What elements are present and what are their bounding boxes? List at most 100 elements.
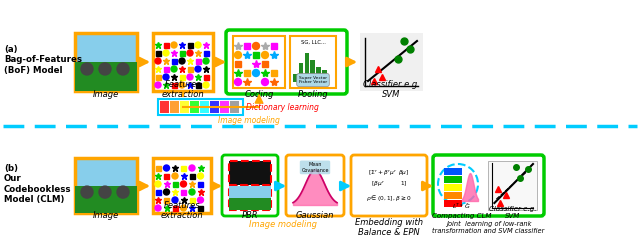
Bar xyxy=(160,101,169,113)
Circle shape xyxy=(198,173,204,179)
Text: Classifier e.g.
SVM: Classifier e.g. SVM xyxy=(363,80,420,99)
Bar xyxy=(230,101,239,113)
Bar xyxy=(75,158,137,213)
Bar xyxy=(172,59,177,63)
Text: PBR: PBR xyxy=(242,211,259,220)
Circle shape xyxy=(187,74,193,80)
Bar xyxy=(293,73,298,82)
Text: Super Vector
Fisher Vector: Super Vector Fisher Vector xyxy=(299,76,327,84)
Text: Image modeling: Image modeling xyxy=(218,116,280,125)
Circle shape xyxy=(163,165,170,171)
Text: Image modeling: Image modeling xyxy=(249,220,317,229)
Bar xyxy=(188,42,193,48)
Bar xyxy=(181,165,186,171)
Text: Pooling: Pooling xyxy=(298,90,328,99)
Bar xyxy=(173,206,177,211)
Circle shape xyxy=(172,197,178,203)
Bar xyxy=(229,186,271,210)
Circle shape xyxy=(99,63,111,75)
Bar xyxy=(173,182,177,186)
Circle shape xyxy=(234,79,241,86)
Bar xyxy=(229,161,271,185)
Text: Classifier e.g.
SVM: Classifier e.g. SVM xyxy=(489,206,536,219)
Circle shape xyxy=(262,79,269,86)
Bar xyxy=(189,174,195,179)
Circle shape xyxy=(117,186,129,198)
Text: Image: Image xyxy=(93,211,119,220)
Bar xyxy=(271,43,277,49)
Bar xyxy=(172,83,177,88)
Circle shape xyxy=(271,61,278,67)
Bar xyxy=(220,101,229,113)
Bar xyxy=(195,59,200,63)
Bar xyxy=(198,182,203,186)
Bar xyxy=(310,60,315,82)
Text: (a)
Bag-of-Features
(BoF) Model: (a) Bag-of-Features (BoF) Model xyxy=(4,45,82,75)
Bar xyxy=(233,36,285,88)
Bar xyxy=(164,174,169,179)
Bar xyxy=(188,66,193,71)
Bar xyxy=(444,176,462,183)
Circle shape xyxy=(195,42,201,48)
Bar xyxy=(170,101,179,113)
Circle shape xyxy=(243,61,250,67)
Bar xyxy=(204,51,209,56)
Text: Mean
Covariance: Mean Covariance xyxy=(301,162,329,173)
Text: Coding: Coding xyxy=(244,90,274,99)
Bar xyxy=(189,197,195,203)
Circle shape xyxy=(253,69,259,76)
Bar xyxy=(262,61,268,67)
Circle shape xyxy=(172,173,178,179)
Circle shape xyxy=(203,58,209,64)
Bar xyxy=(271,70,277,76)
Circle shape xyxy=(163,50,169,56)
Bar xyxy=(180,101,189,113)
Text: $\rho \in (0,1], \beta \geq 0$: $\rho \in (0,1], \beta \geq 0$ xyxy=(366,193,412,203)
Bar xyxy=(181,189,186,194)
Bar xyxy=(444,200,462,207)
Bar xyxy=(158,99,243,115)
Bar xyxy=(156,74,161,80)
Circle shape xyxy=(163,189,170,195)
Circle shape xyxy=(253,42,259,50)
Bar xyxy=(153,33,213,91)
Bar xyxy=(75,33,137,91)
Circle shape xyxy=(180,181,186,187)
Bar xyxy=(322,70,326,82)
Circle shape xyxy=(198,197,204,203)
Text: $L^T * \hat{G}$: $L^T * \hat{G}$ xyxy=(452,201,470,211)
Bar xyxy=(75,186,137,213)
Circle shape xyxy=(163,74,169,80)
Text: Image: Image xyxy=(93,90,119,99)
Circle shape xyxy=(171,42,177,48)
FancyBboxPatch shape xyxy=(222,155,278,216)
Bar xyxy=(179,51,184,56)
Circle shape xyxy=(155,82,161,88)
Text: Gaussian: Gaussian xyxy=(296,211,334,220)
Bar xyxy=(360,33,423,91)
Bar xyxy=(229,198,271,210)
Circle shape xyxy=(117,63,129,75)
Circle shape xyxy=(189,189,195,195)
Bar xyxy=(195,83,200,88)
Circle shape xyxy=(81,63,93,75)
FancyBboxPatch shape xyxy=(226,30,347,94)
Circle shape xyxy=(189,165,195,171)
Bar xyxy=(253,79,259,85)
Text: Compacting CLM: Compacting CLM xyxy=(431,213,491,219)
Circle shape xyxy=(179,58,185,64)
Circle shape xyxy=(155,58,161,64)
Bar xyxy=(163,42,168,48)
Bar xyxy=(244,70,250,76)
Text: SG, LLC...: SG, LLC... xyxy=(301,40,325,45)
Bar xyxy=(488,161,537,210)
Bar xyxy=(244,43,250,49)
Circle shape xyxy=(195,66,201,72)
Bar xyxy=(305,53,309,82)
Text: Features
extraction: Features extraction xyxy=(161,201,204,220)
Bar xyxy=(190,101,199,113)
Bar xyxy=(290,36,336,88)
Text: (b)
Our
Codebookless
Model (CLM): (b) Our Codebookless Model (CLM) xyxy=(4,164,72,204)
Bar xyxy=(200,101,209,113)
Bar xyxy=(164,197,169,203)
